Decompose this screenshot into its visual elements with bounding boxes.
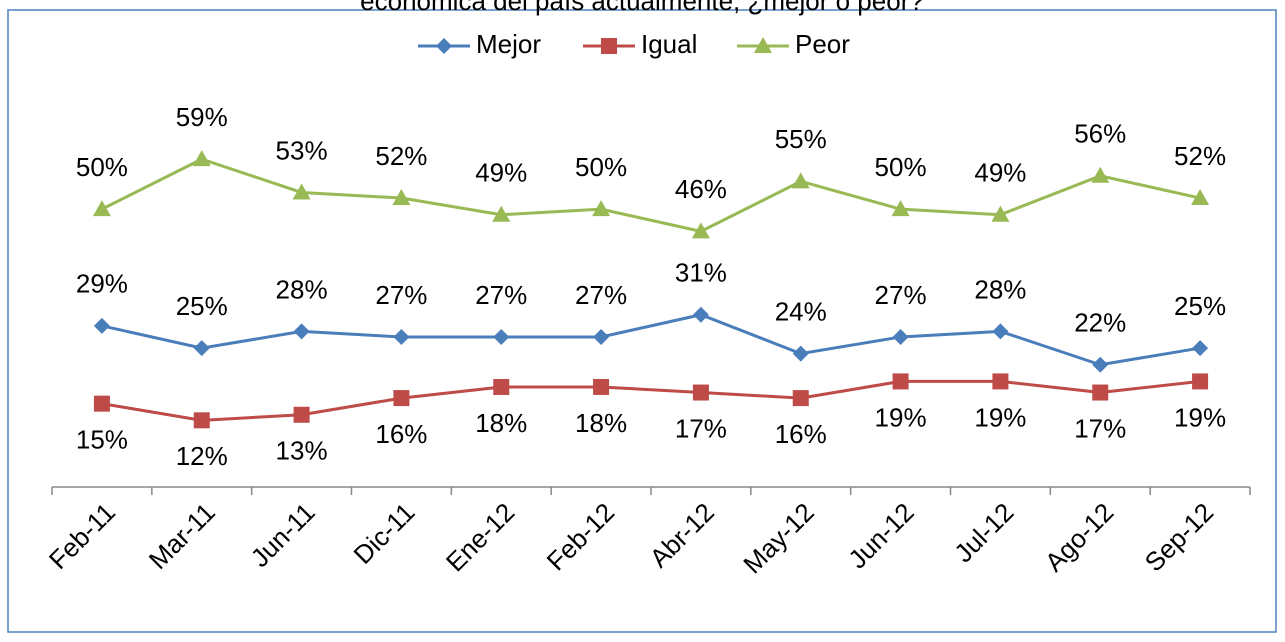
- marker: [691, 222, 710, 239]
- data-label: 55%: [775, 124, 827, 154]
- data-label: 56%: [1074, 119, 1126, 149]
- data-label: 52%: [1174, 141, 1226, 171]
- marker: [293, 406, 310, 423]
- marker: [392, 189, 411, 206]
- marker: [692, 306, 709, 323]
- data-label: 49%: [974, 158, 1026, 188]
- marker: [792, 345, 809, 362]
- data-label: 19%: [875, 402, 927, 432]
- data-label: 52%: [375, 141, 427, 171]
- marker: [292, 183, 311, 200]
- data-label: 27%: [475, 280, 527, 310]
- marker: [1091, 166, 1110, 183]
- marker: [892, 328, 909, 345]
- marker: [93, 317, 110, 334]
- data-label: 31%: [675, 258, 727, 288]
- data-label: 19%: [974, 402, 1026, 432]
- marker: [891, 200, 910, 217]
- marker: [754, 37, 772, 53]
- data-label: 17%: [1074, 413, 1126, 443]
- data-label: 27%: [375, 280, 427, 310]
- marker: [991, 205, 1010, 222]
- marker: [492, 205, 511, 222]
- data-label: 25%: [1174, 291, 1226, 321]
- marker: [393, 328, 410, 345]
- data-label: 12%: [176, 441, 228, 471]
- data-label: 28%: [276, 274, 328, 304]
- marker: [493, 328, 510, 345]
- marker: [192, 150, 211, 167]
- marker: [1192, 373, 1209, 390]
- series-line: [101, 157, 1201, 233]
- marker: [1191, 189, 1210, 206]
- data-label: 50%: [875, 152, 927, 182]
- marker: [93, 395, 110, 412]
- data-label: 28%: [974, 274, 1026, 304]
- data-label: 19%: [1174, 402, 1226, 432]
- data-label: 18%: [575, 408, 627, 438]
- series-line: [101, 313, 1201, 367]
- marker: [593, 328, 610, 345]
- data-label: 25%: [176, 291, 228, 321]
- legend-label: Igual: [641, 29, 697, 59]
- marker: [592, 200, 611, 217]
- data-label: 49%: [475, 158, 527, 188]
- series-line: [101, 379, 1201, 422]
- data-label: 22%: [1074, 308, 1126, 338]
- data-label: 46%: [675, 174, 727, 204]
- data-label: 18%: [475, 408, 527, 438]
- marker: [593, 378, 610, 395]
- chart-title: económica del país actualmente, ¿mejor o…: [360, 0, 924, 16]
- marker: [692, 384, 709, 401]
- chart-border: [7, 9, 1277, 633]
- data-label: 17%: [675, 413, 727, 443]
- marker: [601, 38, 617, 54]
- data-label: 24%: [775, 297, 827, 327]
- marker: [992, 373, 1009, 390]
- marker: [493, 378, 510, 395]
- marker: [436, 38, 452, 54]
- data-label: 16%: [775, 419, 827, 449]
- data-label: 16%: [375, 419, 427, 449]
- marker: [792, 390, 809, 407]
- marker: [92, 200, 111, 217]
- marker: [791, 172, 810, 189]
- marker: [892, 373, 909, 390]
- marker: [1092, 356, 1109, 373]
- data-label: 59%: [176, 102, 228, 132]
- data-label: 13%: [276, 436, 328, 466]
- marker: [193, 340, 210, 357]
- marker: [293, 323, 310, 340]
- data-label: 27%: [575, 280, 627, 310]
- data-label: 27%: [875, 280, 927, 310]
- marker: [1192, 340, 1209, 357]
- data-label: 50%: [76, 152, 128, 182]
- legend-label: Mejor: [476, 29, 541, 59]
- marker: [1092, 384, 1109, 401]
- legend-label: Peor: [795, 29, 850, 59]
- data-label: 29%: [76, 269, 128, 299]
- data-label: 53%: [276, 135, 328, 165]
- data-label: 50%: [575, 152, 627, 182]
- marker: [393, 390, 410, 407]
- marker: [992, 323, 1009, 340]
- marker: [193, 412, 210, 429]
- data-label: 15%: [76, 425, 128, 455]
